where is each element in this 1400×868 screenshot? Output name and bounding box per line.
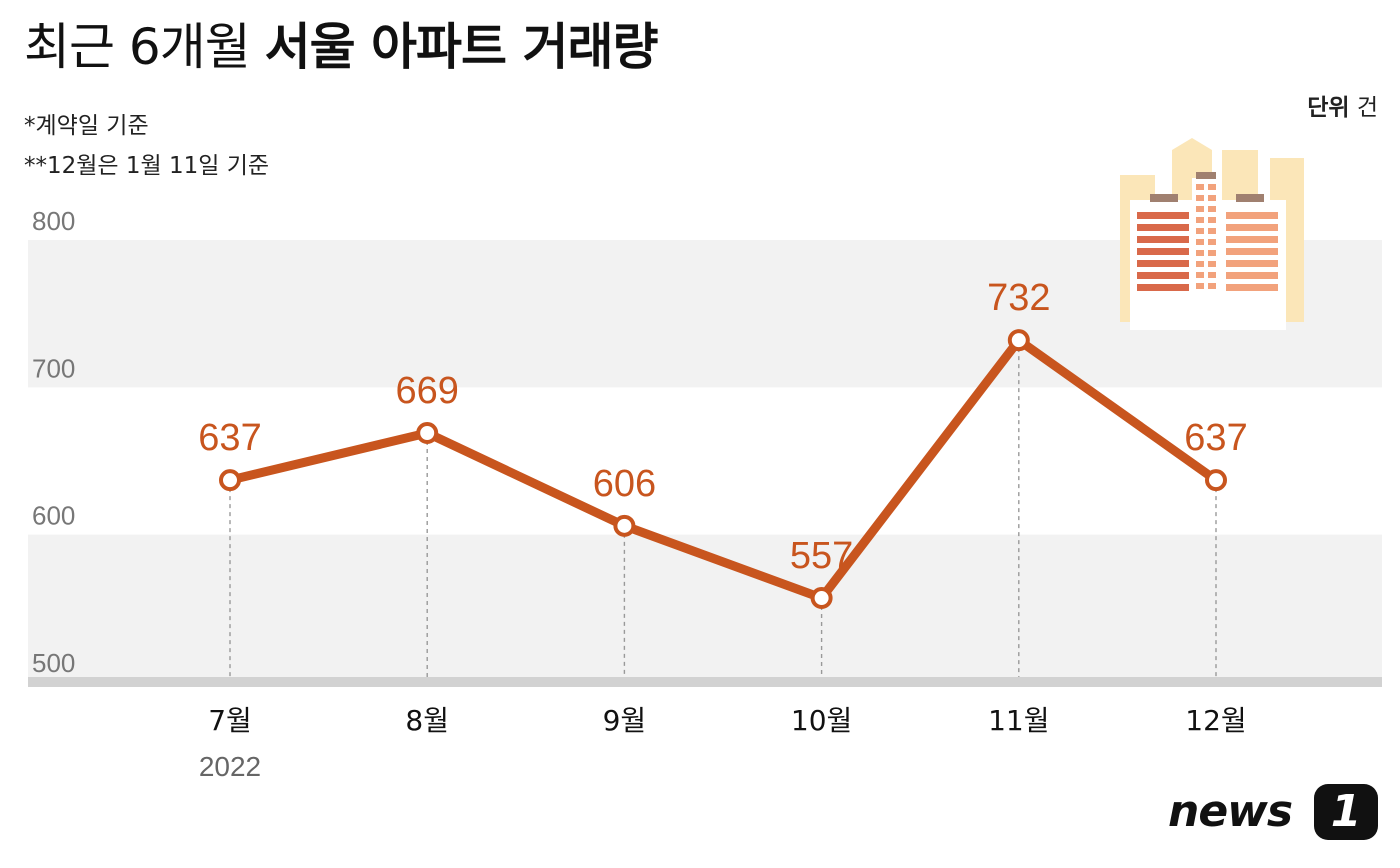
x-sublabel-year: 2022 xyxy=(199,751,261,782)
building-window xyxy=(1208,217,1216,223)
building-window-stripe xyxy=(1137,260,1189,267)
building-window xyxy=(1196,239,1204,245)
building-window-stripe xyxy=(1226,284,1278,291)
building-window xyxy=(1208,272,1216,278)
data-label: 637 xyxy=(1184,417,1247,459)
data-point xyxy=(613,514,636,537)
building-window-stripe xyxy=(1226,236,1278,243)
building-middle-roof xyxy=(1196,172,1216,179)
data-label: 637 xyxy=(198,417,261,459)
x-axis-baseline xyxy=(28,677,1382,687)
building-window xyxy=(1196,206,1204,212)
building-window xyxy=(1208,195,1216,201)
data-label: 732 xyxy=(987,277,1050,319)
x-tick-label: 7월 xyxy=(208,704,252,737)
vertical-guides xyxy=(229,340,1217,677)
building-window-stripe xyxy=(1137,284,1189,291)
data-point xyxy=(416,422,439,445)
footnote-december-basis: **12월은 1월 11일 기준 xyxy=(24,153,270,179)
x-tick-label: 9월 xyxy=(603,704,647,737)
x-axis-labels: 7월 2022 8월 9월 10월 11월 12월 xyxy=(199,704,1247,782)
data-label: 606 xyxy=(593,463,656,505)
title-bold-part: 서울 아파트 거래량 xyxy=(264,18,659,76)
data-point xyxy=(1007,329,1030,352)
building-window xyxy=(1208,239,1216,245)
building-window xyxy=(1208,261,1216,267)
chart-title: 최근 6개월 서울 아파트 거래량 xyxy=(24,14,659,80)
y-tick-label: 700 xyxy=(32,353,75,383)
building-window-stripe xyxy=(1226,212,1278,219)
building-window xyxy=(1196,261,1204,267)
data-labels: 637 669 606 557 732 637 xyxy=(198,277,1247,577)
building-window-stripe xyxy=(1226,248,1278,255)
building-window xyxy=(1196,184,1204,190)
building-window xyxy=(1196,228,1204,234)
y-tick-label: 500 xyxy=(32,648,75,678)
data-label: 669 xyxy=(395,370,458,412)
unit-value: 건 xyxy=(1356,95,1378,121)
building-window-stripe xyxy=(1226,272,1278,279)
data-point xyxy=(1205,469,1227,492)
title-light-part: 최근 6개월 xyxy=(24,18,251,76)
building-window-stripe xyxy=(1137,236,1189,243)
building-left-roof xyxy=(1150,194,1178,202)
building-window-stripe xyxy=(1226,224,1278,231)
building-window xyxy=(1196,195,1204,201)
building-window-stripe xyxy=(1137,248,1189,255)
footnote-contract-date: *계약일 기준 xyxy=(24,113,149,139)
building-window-stripe xyxy=(1137,224,1189,231)
series-line xyxy=(225,335,1221,603)
news1-logo: news 1 xyxy=(1168,784,1382,844)
building-right-roof xyxy=(1236,194,1264,202)
building-window xyxy=(1208,283,1216,289)
building-window xyxy=(1196,250,1204,256)
building-window xyxy=(1208,184,1216,190)
x-tick-label: 10월 xyxy=(791,704,852,737)
data-points xyxy=(219,329,1227,610)
data-point xyxy=(219,469,241,492)
logo-text: news xyxy=(1168,786,1293,837)
y-tick-label: 600 xyxy=(32,501,75,531)
series-line-path xyxy=(225,335,1221,603)
apartment-icon xyxy=(1120,138,1304,330)
building-window xyxy=(1196,217,1204,223)
building-window-stripe xyxy=(1137,212,1189,219)
unit-label: 단위 xyxy=(1307,95,1350,121)
logo-badge: 1 xyxy=(1314,784,1378,840)
data-label: 557 xyxy=(790,535,853,577)
building-window-stripe xyxy=(1226,260,1278,267)
building-window xyxy=(1196,283,1204,289)
building-window xyxy=(1208,228,1216,234)
y-tick-label: 800 xyxy=(32,206,75,236)
building-window xyxy=(1208,206,1216,212)
y-axis-ticks: 500 600 700 800 xyxy=(32,206,75,678)
building-window xyxy=(1208,250,1216,256)
x-tick-label: 8월 xyxy=(405,704,449,737)
data-point xyxy=(810,587,833,610)
x-tick-label: 12월 xyxy=(1185,704,1246,737)
building-bg-roof xyxy=(1172,138,1212,150)
x-tick-label: 11월 xyxy=(988,704,1049,737)
unit-indicator: 단위 건 xyxy=(1307,88,1378,122)
building-window-stripe xyxy=(1137,272,1189,279)
building-window xyxy=(1196,272,1204,278)
